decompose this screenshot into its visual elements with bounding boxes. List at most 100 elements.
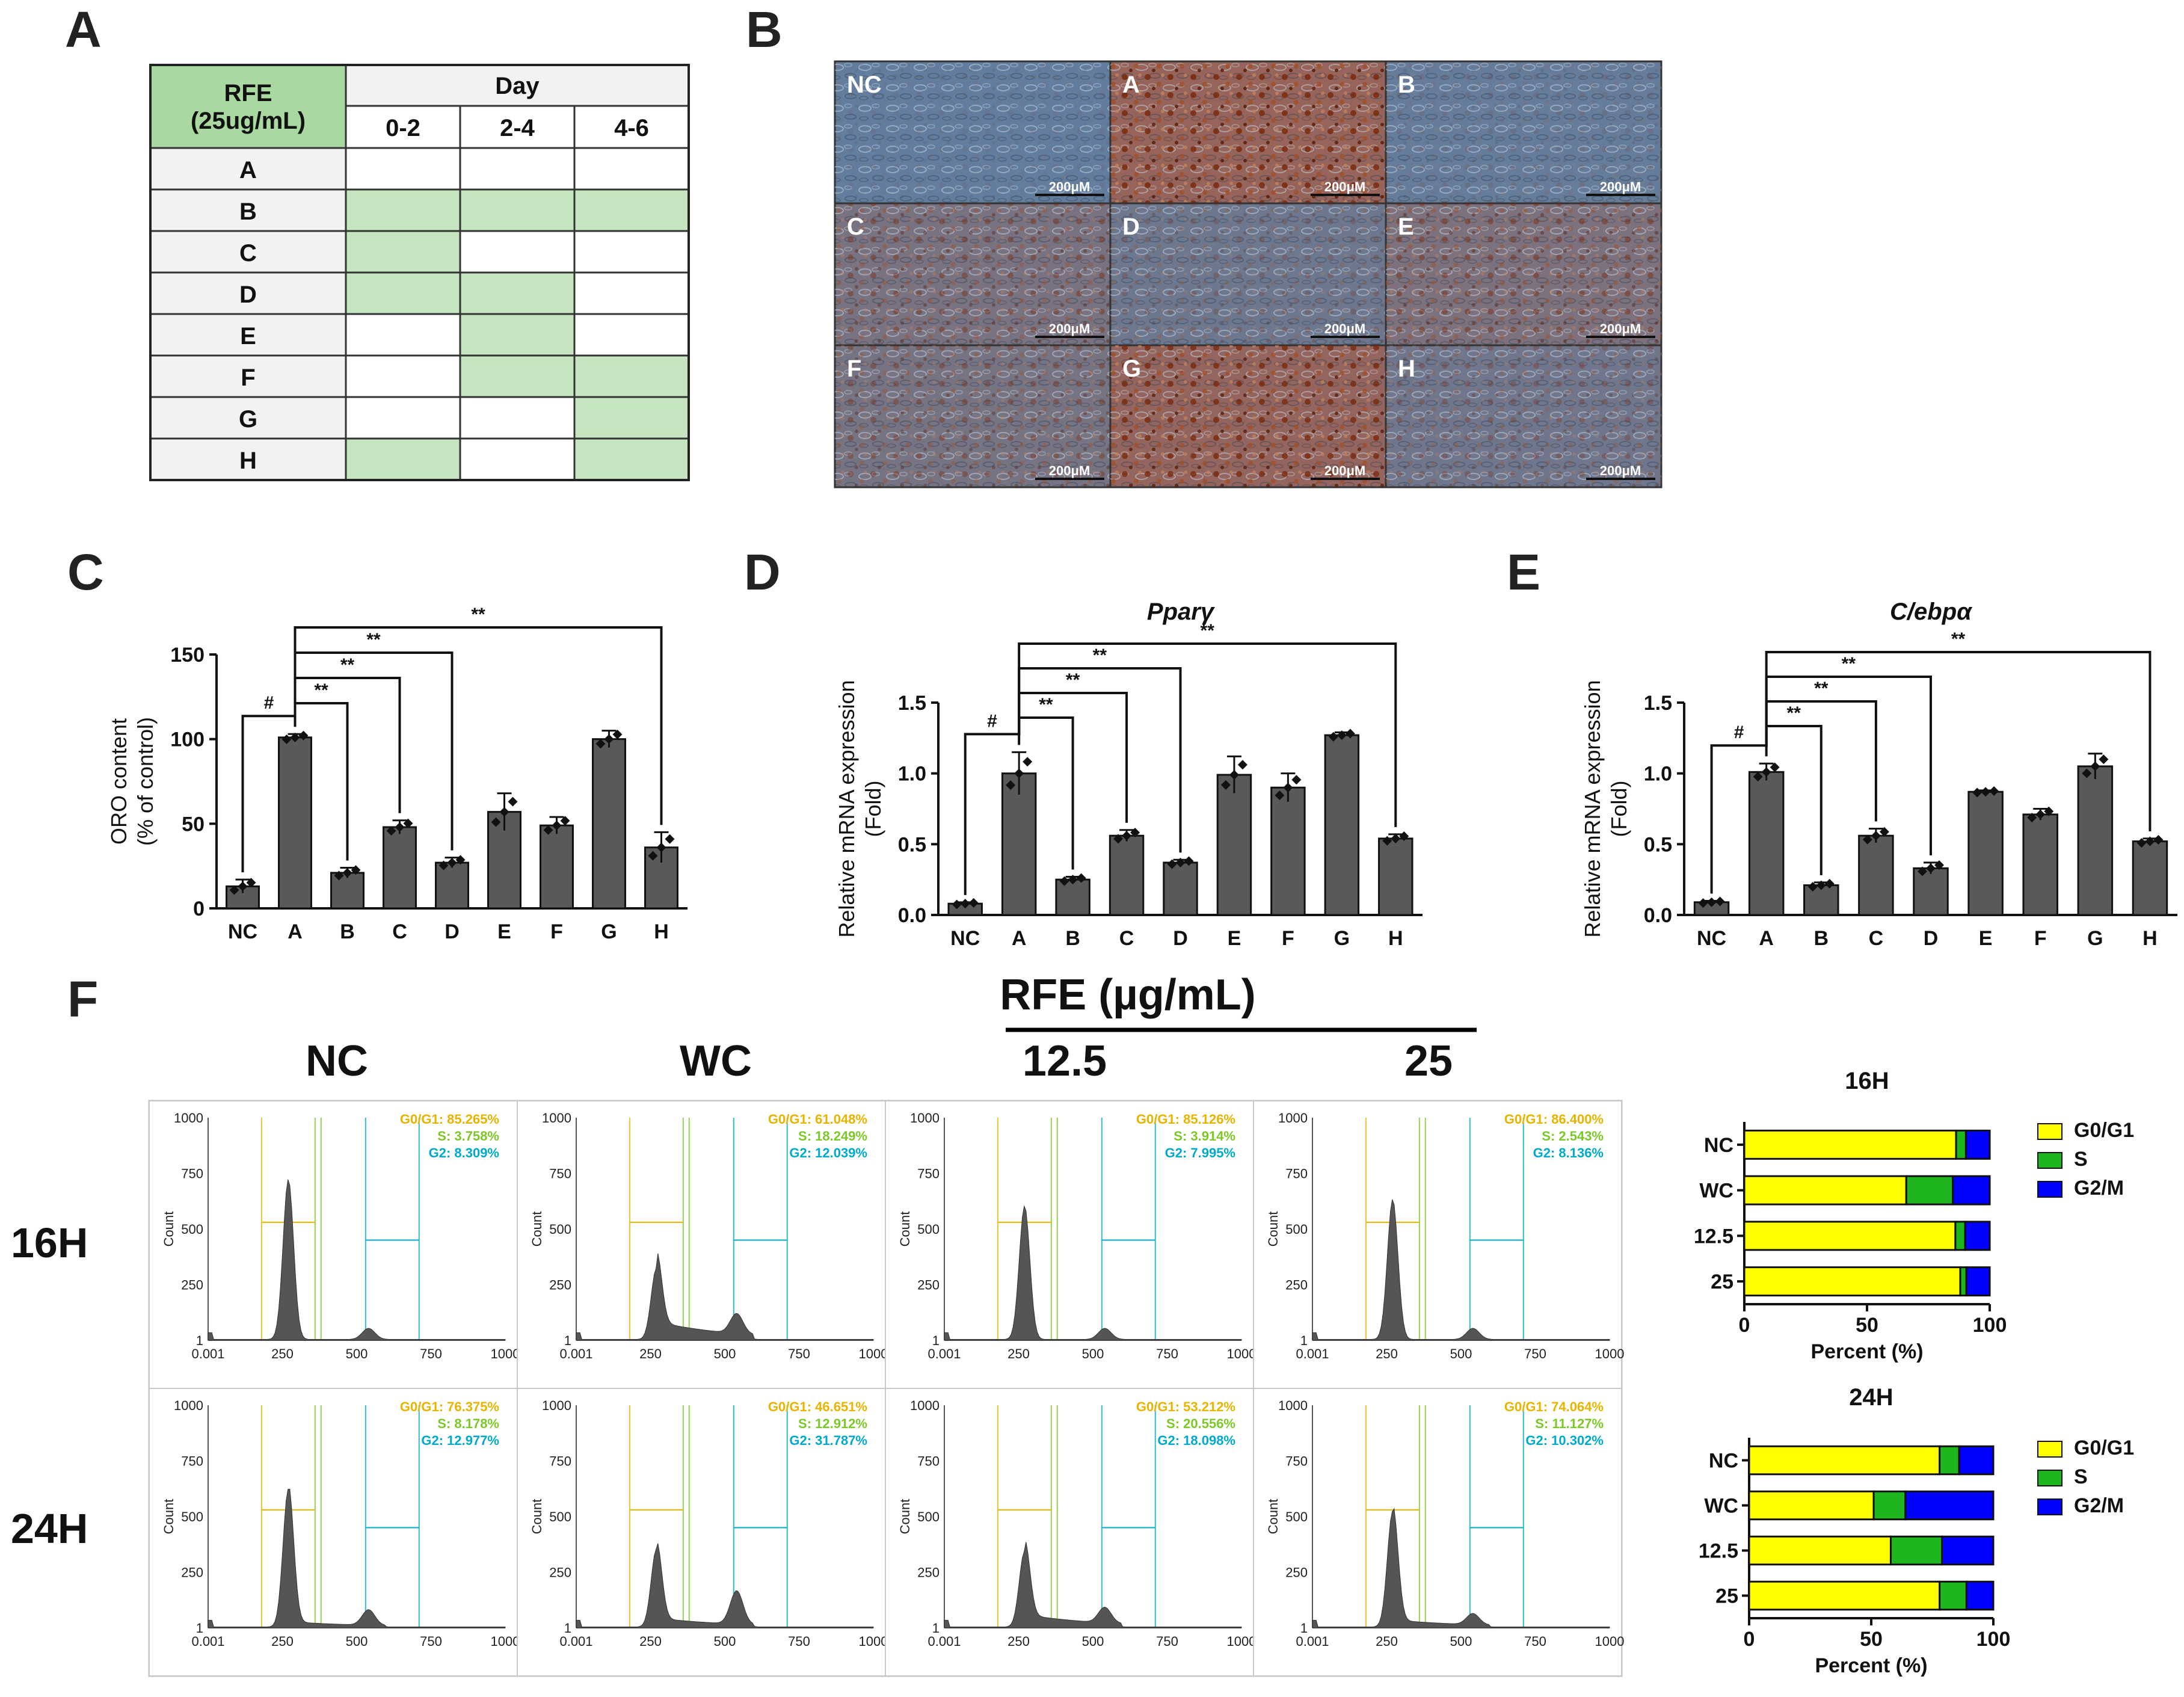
histogram-y-tick: 250 bbox=[917, 1278, 940, 1293]
legend-label: S bbox=[2074, 1465, 2088, 1488]
histogram-y-tick: 250 bbox=[1285, 1278, 1308, 1293]
data-point bbox=[491, 817, 501, 827]
histogram-x-tick: 500 bbox=[1450, 1634, 1472, 1649]
data-point bbox=[1382, 836, 1392, 846]
histogram-y-tick: 750 bbox=[917, 1166, 940, 1181]
stacked-segment bbox=[1941, 1535, 1995, 1566]
histogram-x-tick: 250 bbox=[271, 1634, 294, 1649]
data-point bbox=[386, 826, 396, 836]
g0g1-annotation: G0/G1: 53.212% bbox=[1136, 1399, 1235, 1414]
data-point bbox=[1807, 882, 1818, 892]
histogram-y-tick: 1000 bbox=[542, 1110, 571, 1126]
histogram-y-tick: 750 bbox=[1285, 1166, 1308, 1181]
table-row-label: B bbox=[239, 199, 257, 225]
histogram-y-tick: 1000 bbox=[1278, 1110, 1308, 1126]
table-cell bbox=[345, 396, 461, 440]
stacked-segment bbox=[1964, 1221, 1991, 1251]
histogram-x-tick: 500 bbox=[714, 1634, 736, 1649]
histogram-y-tick: 500 bbox=[1285, 1509, 1308, 1524]
x-tick-label: B bbox=[1065, 927, 1080, 950]
data-point bbox=[1167, 859, 1177, 869]
micrograph-lipid bbox=[1386, 345, 1661, 487]
table-cell bbox=[345, 147, 461, 191]
x-tick-label: E bbox=[1979, 927, 1993, 950]
data-point bbox=[334, 870, 344, 881]
g0g1-annotation: G0/G1: 74.064% bbox=[1504, 1399, 1604, 1414]
ppar-gamma-chart: 0.0 0.5 1.0 1.5 Relative mRNA expression (Fol… bbox=[834, 599, 1423, 950]
significance-label: ** bbox=[1093, 645, 1107, 665]
micrograph-tile: E 200μM bbox=[1385, 202, 1663, 346]
data-point bbox=[1328, 731, 1338, 742]
micrograph-lipid bbox=[1386, 61, 1661, 203]
s-annotation: S: 18.249% bbox=[798, 1129, 867, 1144]
significance-label: # bbox=[987, 711, 997, 731]
significance-bracket bbox=[294, 626, 663, 825]
stacked-title: 16H bbox=[1845, 1068, 1889, 1094]
data-point bbox=[351, 865, 361, 875]
micrograph-lipid bbox=[1386, 203, 1661, 345]
s-annotation: S: 3.914% bbox=[1174, 1129, 1235, 1144]
histogram-x-tick: 1000 bbox=[491, 1634, 520, 1649]
micrograph-lipid bbox=[1110, 345, 1386, 487]
scale-bar-label: 200μM bbox=[1324, 463, 1366, 478]
data-point bbox=[1068, 875, 1078, 885]
bar bbox=[1378, 837, 1413, 916]
g0g1-annotation: G0/G1: 86.400% bbox=[1504, 1112, 1604, 1127]
data-point bbox=[1862, 834, 1872, 845]
data-point bbox=[1076, 873, 1086, 883]
stacked-chart-24h: 24H 0 50 100 Percent (%) NC WC 12.5 25 G0/G1 S G2/M bbox=[1699, 1384, 2134, 1677]
histogram-x-tick: 1000 bbox=[1227, 1634, 1257, 1649]
stacked-x-tick-label: 0 bbox=[1744, 1628, 1755, 1651]
histogram-frame bbox=[517, 1100, 886, 1389]
legend-label: G2/M bbox=[2074, 1177, 2124, 1200]
data-point bbox=[1059, 876, 1069, 886]
table-row-label: A bbox=[239, 157, 257, 183]
table-cell bbox=[459, 188, 576, 232]
histogram-x-tick: 0.001 bbox=[559, 1346, 592, 1361]
y-tick-label: 0.5 bbox=[898, 833, 926, 856]
histogram-frame bbox=[885, 1388, 1254, 1677]
bar bbox=[1913, 867, 1949, 916]
stacked-segment bbox=[1952, 1175, 1991, 1206]
chart-title: Pparγ bbox=[1147, 599, 1216, 625]
micrograph-label: A bbox=[1122, 72, 1140, 98]
table-cell bbox=[345, 437, 461, 481]
stacked-segment bbox=[1743, 1266, 1961, 1297]
y-tick-label: 0 bbox=[193, 898, 205, 920]
histogram-panel: 1000 750 500 250 10.001 250 500 750 1000 Count G0/… bbox=[885, 1100, 1256, 1389]
significance-label: ** bbox=[1066, 670, 1080, 690]
histogram-y-tick: 500 bbox=[917, 1222, 940, 1237]
micrograph-tile: H 200μM bbox=[1385, 344, 1663, 488]
data-point bbox=[1122, 831, 1132, 841]
data-point bbox=[2145, 836, 2155, 846]
data-point bbox=[595, 739, 606, 749]
bar bbox=[1967, 790, 2004, 916]
x-tick-label: E bbox=[497, 920, 511, 943]
histogram-x-tick: 0.001 bbox=[927, 1346, 961, 1361]
data-point bbox=[968, 898, 979, 908]
histogram-area bbox=[208, 1179, 506, 1341]
micrograph-tile: C 200μM bbox=[834, 202, 1112, 346]
y-tick-label: 1.5 bbox=[1644, 692, 1672, 715]
micrograph-tile: NC 200μM bbox=[834, 60, 1112, 205]
micrograph-tile: G 200μM bbox=[1109, 344, 1387, 488]
table-cell bbox=[345, 188, 461, 232]
oro-content-chart: 0 50 100 150 ORO content (% of control) NC A B C D… bbox=[106, 605, 687, 943]
stacked-title: 24H bbox=[1849, 1384, 1893, 1411]
table-border bbox=[149, 64, 690, 481]
significance-label: ** bbox=[1842, 654, 1856, 674]
stacked-x-tick-label: 100 bbox=[1976, 1628, 2011, 1651]
data-point bbox=[552, 821, 562, 831]
histogram-panel: 1000 750 500 250 10.001 250 500 750 1000 Count G0/… bbox=[1253, 1100, 1624, 1389]
micrograph-label: NC bbox=[847, 72, 882, 98]
stacked-segment bbox=[1958, 1445, 1995, 1476]
table-cell bbox=[573, 271, 690, 315]
bar bbox=[383, 826, 417, 910]
data-point bbox=[665, 834, 675, 844]
g2-annotation: G2: 31.787% bbox=[789, 1433, 867, 1448]
bar bbox=[1270, 786, 1306, 916]
stacked-chart-16h: 16H 0 50 100 Percent (%) NC WC 12.5 25 G0/G1 S G2/M bbox=[1694, 1068, 2134, 1363]
data-point bbox=[1926, 863, 1936, 873]
micrograph-lipid bbox=[835, 203, 1110, 345]
table-cell bbox=[573, 188, 690, 232]
